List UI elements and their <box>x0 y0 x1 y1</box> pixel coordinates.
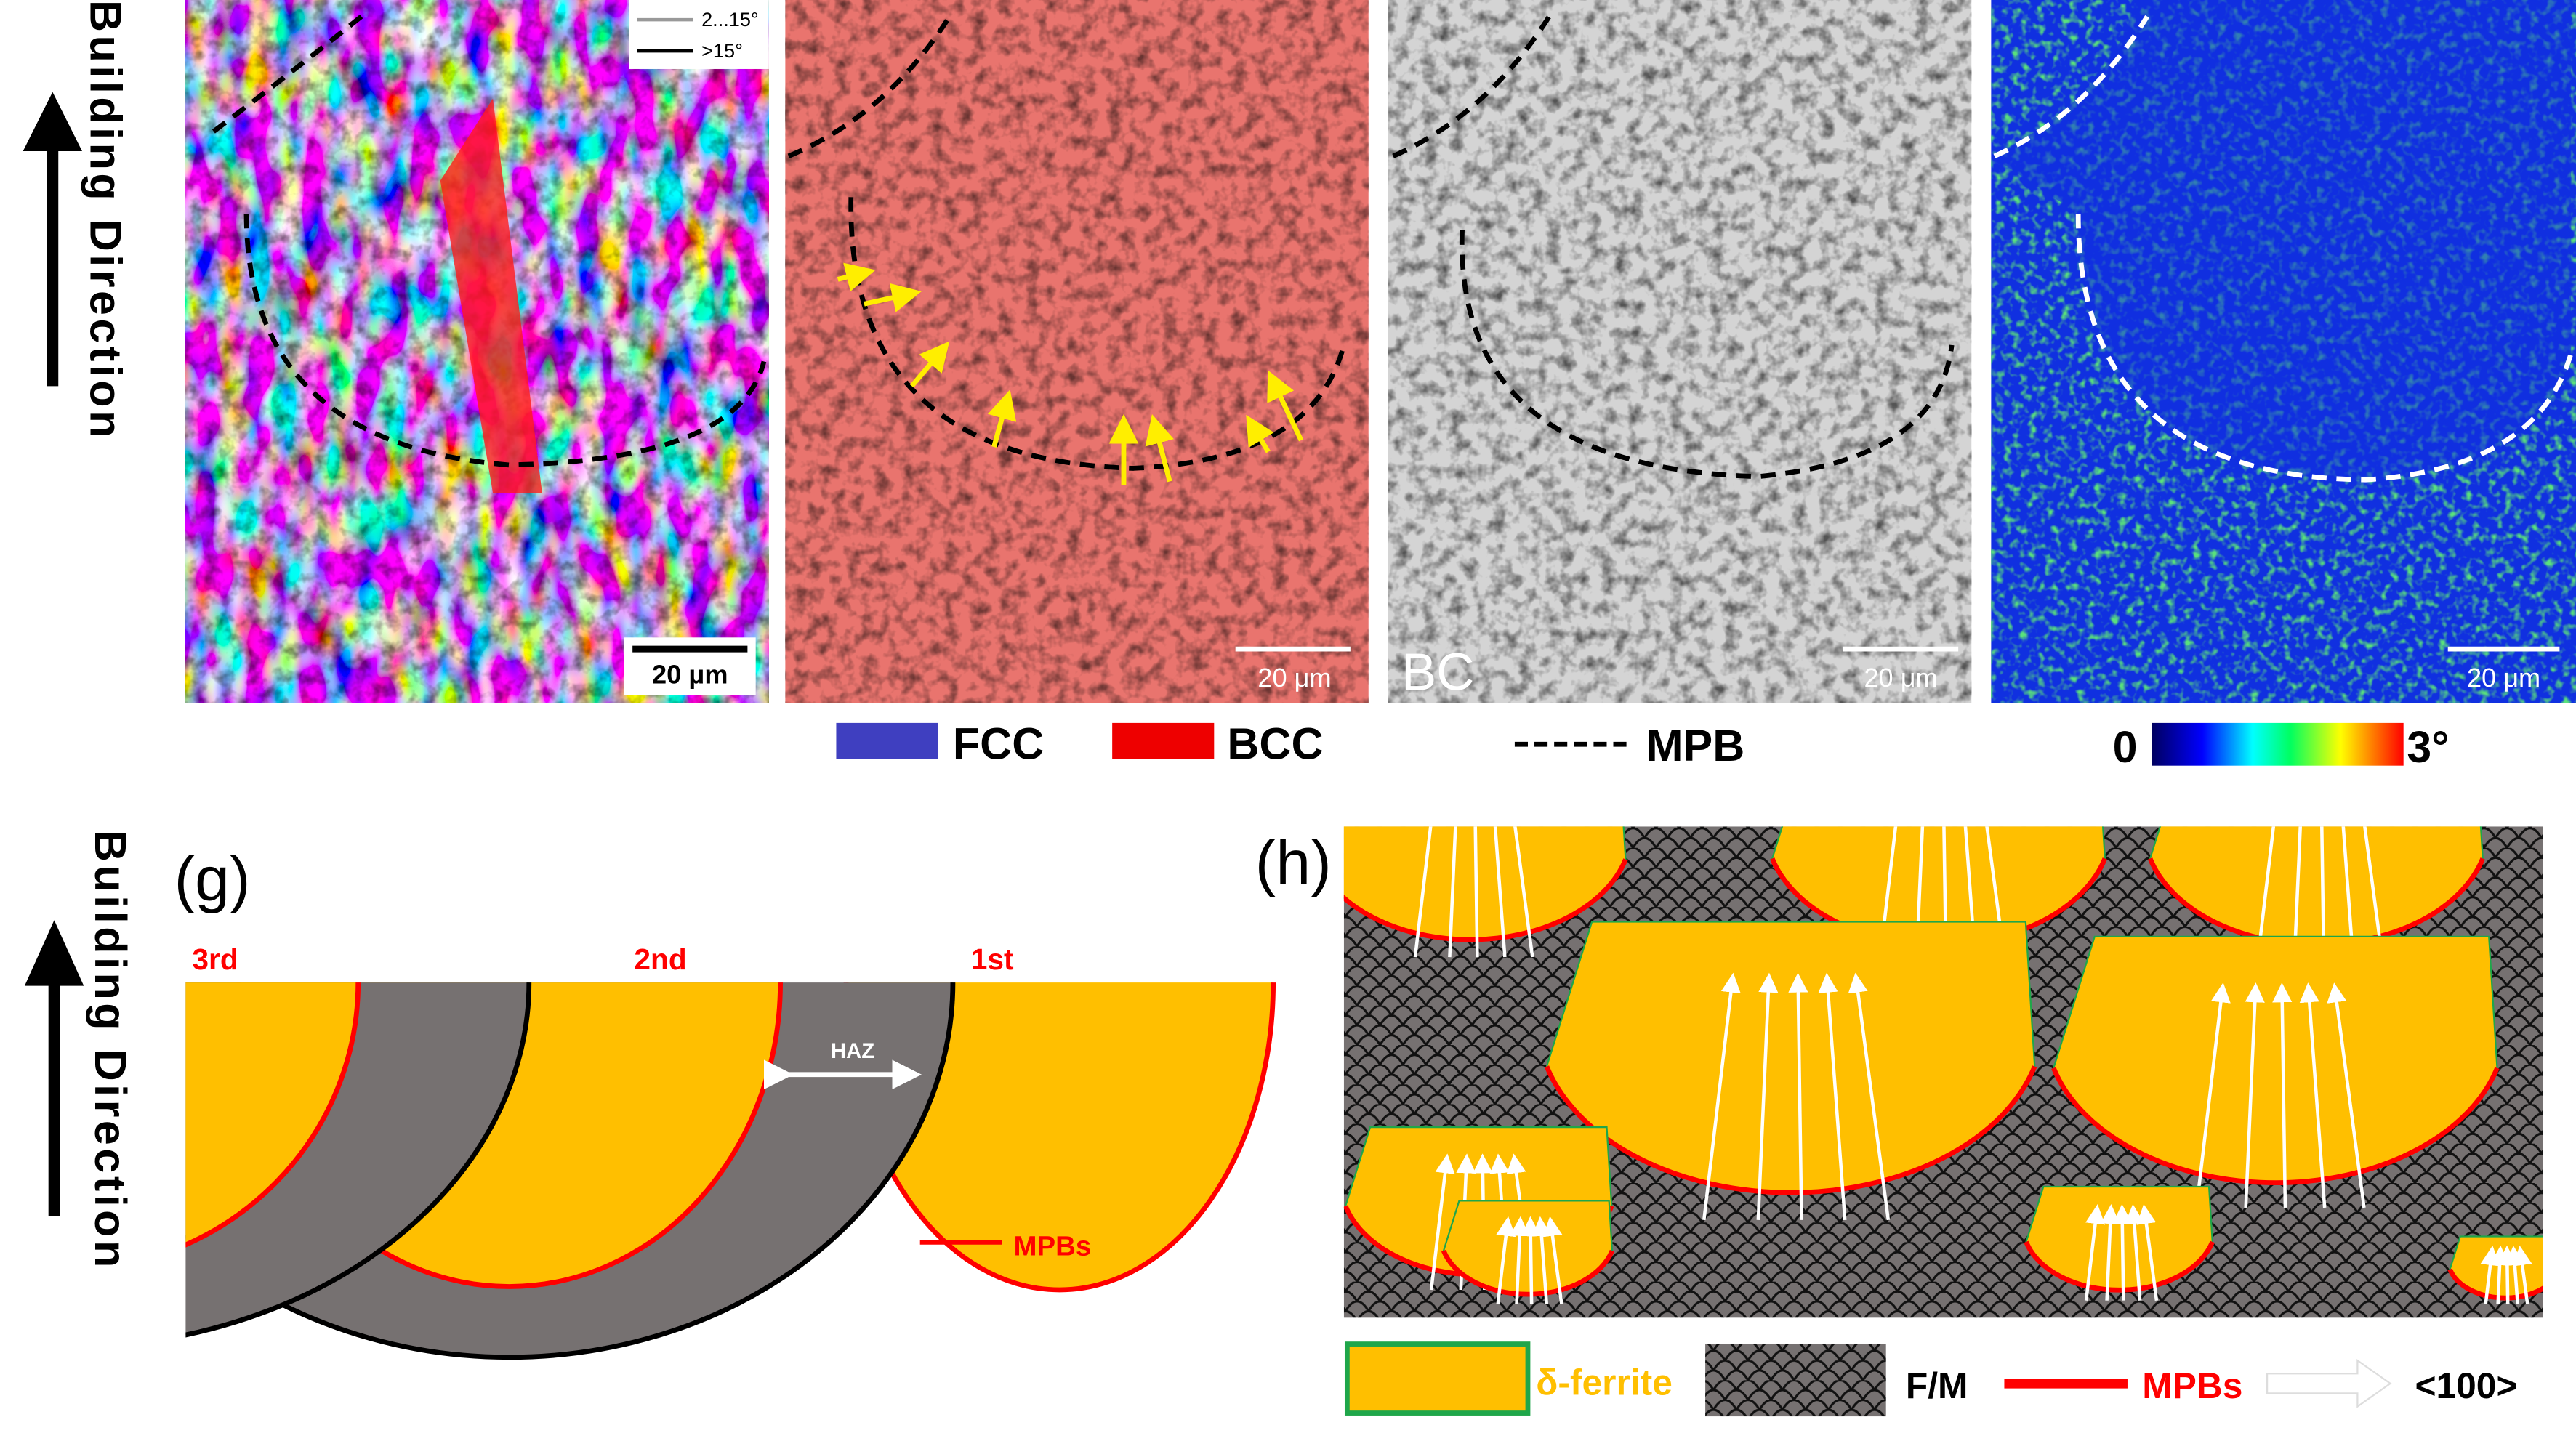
scale-bar-label: 20 μm <box>1257 663 1331 693</box>
growth-direction-arrow <box>2112 1203 2133 1301</box>
growth-direction-arrow <box>2136 1203 2159 1301</box>
growth-direction-arrow <box>2341 826 2355 964</box>
melt-pool-3rd <box>185 982 361 1248</box>
growth-direction-arrow <box>2293 826 2303 964</box>
layer-2nd-label: 2nd <box>634 942 686 976</box>
delta-ferrite-swatch <box>1344 1341 1531 1416</box>
arrowhead-icon <box>24 920 84 986</box>
panel-g-label: (g) <box>174 844 251 914</box>
panel-b-phase-map: 20 μm <box>785 0 1369 703</box>
bc-label: BC <box>1401 644 1474 702</box>
growth-direction-arrow <box>2100 1203 2120 1301</box>
mpb-line <box>1441 1249 1615 1297</box>
growth-direction-arrow <box>2272 982 2293 1208</box>
ipf-red-grain <box>440 98 542 493</box>
colorbar <box>2152 722 2404 766</box>
growth-direction-arrow <box>1702 972 1741 1221</box>
growth-direction-arrow <box>2497 1245 2517 1304</box>
mpb-dashed-line <box>243 213 767 468</box>
building-direction-label: Building Direction <box>81 0 130 441</box>
growth-direction-arrow <box>2244 982 2265 1208</box>
fcc-swatch <box>836 722 938 759</box>
growth-direction-arrow <box>1413 826 1433 958</box>
panel-h-schematic: (h) <box>1255 826 2543 1318</box>
delta-ferrite-label: δ-ferrite <box>1536 1363 1673 1403</box>
mpb-line <box>2051 1067 2500 1186</box>
panel-h-legend: δ-ferrite F/M MPBs <100> <box>1344 1341 2518 1417</box>
mpb-dashed-line <box>212 14 363 134</box>
panel-g-schematic: (g) 3rd 2nd 1st HAZ MPBs <box>174 844 1276 1360</box>
direction-arrow-icon <box>2266 1359 2392 1408</box>
arrowhead-icon <box>23 92 83 152</box>
direction-label: <100> <box>2415 1365 2517 1406</box>
fm-label: F/M <box>1906 1365 1968 1406</box>
mpb-line <box>1343 858 1628 942</box>
panel-c-band-contrast: BC 20 μm <box>1388 0 1972 703</box>
bcc-swatch <box>1112 722 1215 759</box>
growth-direction-arrow <box>1756 972 1779 1220</box>
legend-low-angle: 2...15° <box>701 8 759 31</box>
growth-direction-arrow <box>1510 1216 1530 1304</box>
growth-direction-arrow <box>1818 972 1847 1221</box>
panel-d-kam-map: 20 μm <box>1991 0 2576 703</box>
growth-direction-arrow <box>1429 1153 1455 1291</box>
growth-direction-arrow <box>1493 826 1507 958</box>
haz-label: HAZ <box>831 1039 874 1063</box>
kam-low-region <box>1991 0 2572 480</box>
phase-texture <box>785 0 1369 703</box>
colorbar-max: 3° <box>2407 722 2449 772</box>
growth-direction-arrow <box>2363 826 2385 964</box>
legend-high-angle: >15° <box>701 39 743 62</box>
fcc-label: FCC <box>953 719 1044 769</box>
mpb-dashed-line <box>1392 15 1552 158</box>
mpbs-label: MPBs <box>2142 1365 2242 1406</box>
growth-direction-arrow <box>1448 826 1457 958</box>
growth-direction-arrow <box>2327 982 2366 1208</box>
mpb-dashed-line <box>848 197 1347 471</box>
phase-legend: FCC BCC MPB 0 3° <box>836 719 2450 772</box>
mpbs-label: MPBs <box>1014 1230 1092 1262</box>
growth-direction-arrow <box>2320 826 2326 964</box>
mpb-dashed-line <box>1459 230 1955 480</box>
growth-arrows <box>837 262 1304 485</box>
growth-direction-arrow <box>2299 982 2327 1208</box>
growth-direction-arrow <box>2255 826 2276 964</box>
growth-direction-arrow <box>1531 1216 1552 1304</box>
bc-texture <box>1388 0 1972 703</box>
building-direction-label: Building Direction <box>86 830 135 1271</box>
scale-bar-label: 20 μm <box>2467 663 2540 693</box>
panel-a-ipf-map: 2...15° >15° 20 μm <box>185 0 769 703</box>
delta-ferrite-grains <box>1343 826 2543 1305</box>
growth-direction-arrow <box>1496 1216 1516 1304</box>
scale-bar-label: 20 μm <box>1864 663 1937 693</box>
mpb-dashed-line <box>2075 213 2574 483</box>
mpb-line <box>2024 1240 2215 1293</box>
mpb-dashed-line <box>787 15 952 158</box>
growth-direction-arrow <box>1521 1216 1541 1304</box>
growth-direction-arrow <box>1848 972 1891 1221</box>
fm-swatch <box>1705 1344 1886 1417</box>
mpb-label: MPB <box>1646 721 1745 770</box>
panel-h-label: (h) <box>1255 828 1332 897</box>
layer-1st-label: 1st <box>971 942 1014 976</box>
mpb-dashed-line <box>1993 15 2149 158</box>
bcc-label: BCC <box>1227 719 1323 769</box>
growth-direction-arrow <box>1542 1216 1563 1304</box>
building-direction-bottom: Building Direction <box>24 830 135 1271</box>
layer-3rd-label: 3rd <box>192 942 238 976</box>
scale-bar-label: 20 μm <box>652 660 728 690</box>
boundary-legend <box>629 0 769 69</box>
building-direction-top: Building Direction <box>23 0 130 441</box>
growth-direction-arrow <box>1788 972 1808 1220</box>
growth-direction-arrow <box>2194 982 2231 1208</box>
growth-direction-arrow <box>2512 1245 2532 1305</box>
growth-direction-arrow <box>2124 1203 2144 1301</box>
growth-direction-arrow <box>1473 826 1479 958</box>
mpb-line <box>2447 1268 2543 1301</box>
growth-direction-arrow <box>2084 1203 2106 1301</box>
colorbar-min: 0 <box>2113 722 2138 772</box>
melt-pool-1st <box>843 982 1276 1293</box>
growth-direction-arrow <box>1513 826 1534 958</box>
